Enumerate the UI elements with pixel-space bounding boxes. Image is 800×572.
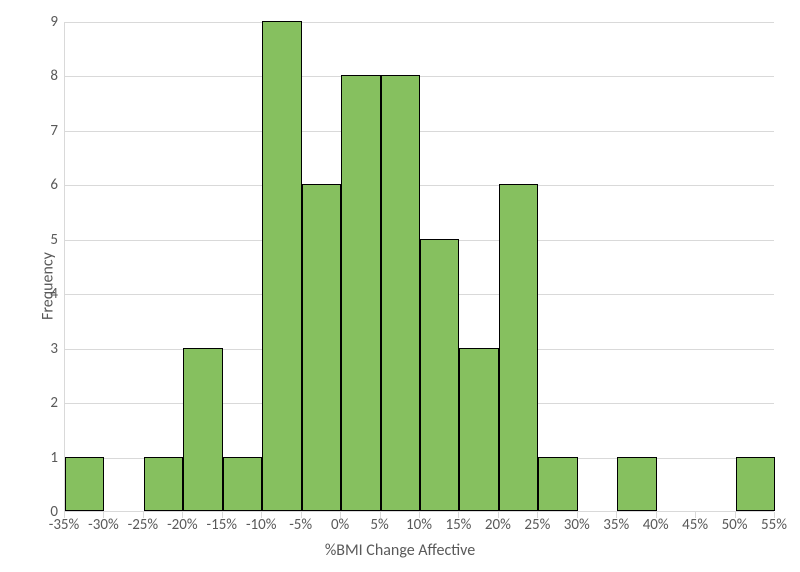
histogram-bar: [617, 457, 656, 511]
gridline: [65, 22, 774, 23]
y-tick-label: 7: [28, 122, 58, 140]
histogram-bar: [420, 239, 459, 511]
histogram-bar: [262, 21, 301, 511]
y-tick-label: 3: [28, 340, 58, 358]
histogram-bar: [499, 184, 538, 511]
y-tick-label: 5: [28, 231, 58, 249]
x-tick-label: 10%: [406, 516, 432, 534]
x-tick-label: 35%: [603, 516, 629, 534]
x-tick-label: 55%: [761, 516, 787, 534]
x-tick-label: 15%: [445, 516, 471, 534]
histogram-bar: [459, 348, 498, 511]
y-tick-label: 6: [28, 176, 58, 194]
histogram-bar: [65, 457, 104, 511]
histogram-bar: [341, 75, 380, 511]
x-tick-label: 45%: [682, 516, 708, 534]
x-tick-label: -30%: [88, 516, 119, 534]
x-tick-label: 50%: [722, 516, 748, 534]
x-tick-label: 20%: [485, 516, 511, 534]
x-tick-label: -25%: [128, 516, 159, 534]
x-tick-label: -15%: [207, 516, 238, 534]
histogram-bar: [183, 348, 222, 511]
histogram-bar: [302, 184, 341, 511]
x-tick-label: 5%: [370, 516, 388, 534]
x-tick-label: 25%: [524, 516, 550, 534]
y-tick-label: 8: [28, 67, 58, 85]
plot-area: [64, 22, 774, 512]
histogram-bar: [381, 75, 420, 511]
x-tick-label: -10%: [246, 516, 277, 534]
histogram-bar: [538, 457, 577, 511]
x-tick-label: -20%: [167, 516, 198, 534]
histogram-bar: [736, 457, 775, 511]
histogram-bar: [223, 457, 262, 511]
y-tick-label: 2: [28, 394, 58, 412]
x-tick-label: 30%: [564, 516, 590, 534]
x-tick-label: -35%: [49, 516, 80, 534]
x-tick-label: 0%: [331, 516, 349, 534]
y-tick-label: 4: [28, 285, 58, 303]
histogram-chart: Frequency %BMI Change Affective 01234567…: [0, 0, 800, 572]
y-tick-label: 1: [28, 449, 58, 467]
y-tick-label: 9: [28, 13, 58, 31]
x-tick-label: -5%: [289, 516, 312, 534]
x-tick-label: 40%: [643, 516, 669, 534]
histogram-bar: [144, 457, 183, 511]
x-axis-title: %BMI Change Affective: [325, 541, 475, 560]
